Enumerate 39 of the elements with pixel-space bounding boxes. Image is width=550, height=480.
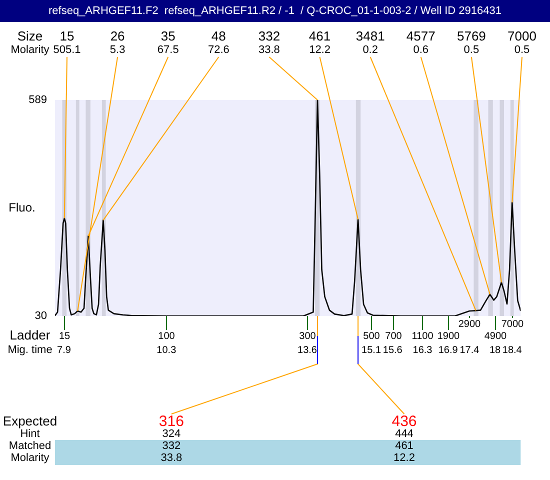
y-tick-label: 589 (28, 94, 47, 106)
annotation: 35 67.5 (157, 28, 179, 56)
text: 7000 (501, 318, 524, 330)
annotation: 461 12.2 (308, 28, 331, 56)
text: 2900 (458, 318, 482, 330)
annotation: 3481 0.2 (356, 28, 385, 56)
text: 4900 (484, 330, 508, 342)
x-tick-label: 10.3 (156, 344, 177, 356)
text: 500 (363, 330, 380, 342)
text: Size Molarity (10, 28, 50, 56)
annotation: 15 505.1 (53, 28, 81, 56)
x-tick-label: 16.3 (412, 344, 433, 356)
text: Expected Hint Matched Molarity (2, 414, 58, 464)
annotation: 4577 0.6 (406, 28, 436, 56)
text: Ladder Mig. time (8, 328, 52, 356)
text: 1100 (412, 330, 434, 342)
annotation: 332 33.8 (258, 28, 280, 56)
x-tick-label: 13.6 (298, 344, 318, 356)
x-tick-label: 16.9 (438, 344, 458, 356)
text: 300 (299, 330, 316, 342)
y-tick-label: 30 (34, 310, 47, 322)
x-tick-label: 7.9 (57, 344, 72, 356)
text: 700 (385, 330, 402, 342)
text: 1900 (437, 330, 460, 342)
text: 100 (158, 330, 176, 342)
x-tick-label: 18.4 (502, 344, 522, 356)
annotation: 316 324 332 33.8 (158, 413, 184, 464)
text: 15 (58, 330, 70, 342)
x-tick-label: 15.1 (362, 344, 382, 356)
annotation: 436 444 461 12.2 (392, 413, 417, 464)
annotation: 5769 0.5 (456, 28, 486, 56)
annotation: 26 5.3 (110, 28, 126, 56)
x-tick-label: 17.4 (460, 344, 480, 356)
x-tick-label: 18 (489, 344, 502, 356)
chart-title: refseq_ARHGEF11.F2 refseq_ARHGEF11.R2 / -1 / Q-CROC_01-1-003-2 / Well ID 2916431 (48, 5, 502, 18)
y-axis-title: Fluo. (8, 200, 36, 214)
x-tick-label: 15.6 (382, 344, 403, 356)
annotation: 7000 0.5 (508, 28, 536, 56)
annotation: 48 72.6 (208, 28, 230, 56)
